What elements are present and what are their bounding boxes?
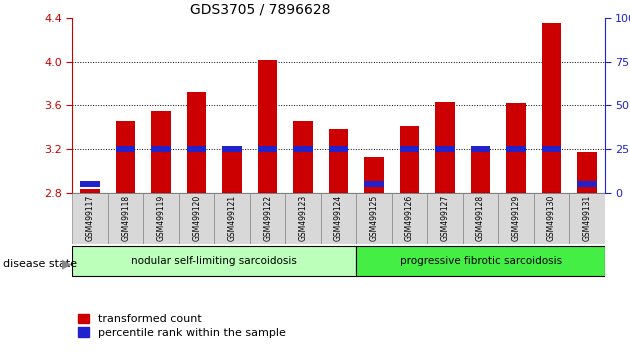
Text: GSM499122: GSM499122 bbox=[263, 194, 272, 241]
Bar bbox=[427, 193, 463, 244]
Bar bbox=[72, 246, 357, 276]
Bar bbox=[364, 181, 384, 187]
Text: GDS3705 / 7896628: GDS3705 / 7896628 bbox=[190, 2, 330, 17]
Bar bbox=[507, 103, 526, 193]
Bar bbox=[187, 146, 207, 152]
Bar bbox=[507, 146, 526, 152]
Text: GSM499129: GSM499129 bbox=[512, 194, 520, 241]
Bar bbox=[400, 126, 420, 193]
Bar bbox=[471, 146, 490, 152]
Bar bbox=[498, 193, 534, 244]
Bar bbox=[250, 193, 285, 244]
Text: GSM499120: GSM499120 bbox=[192, 194, 201, 241]
Bar bbox=[294, 121, 313, 193]
Bar bbox=[329, 130, 348, 193]
Bar bbox=[577, 153, 597, 193]
Bar bbox=[329, 146, 348, 152]
Text: ▶: ▶ bbox=[62, 257, 71, 270]
Text: GSM499121: GSM499121 bbox=[227, 194, 237, 241]
Bar bbox=[179, 193, 214, 244]
Bar bbox=[435, 146, 455, 152]
Bar bbox=[144, 193, 179, 244]
Bar bbox=[151, 146, 171, 152]
Text: GSM499126: GSM499126 bbox=[405, 194, 414, 241]
Bar bbox=[294, 146, 313, 152]
Bar bbox=[187, 92, 207, 193]
Text: GSM499131: GSM499131 bbox=[583, 194, 592, 241]
Bar bbox=[542, 146, 561, 152]
Bar bbox=[258, 61, 277, 193]
Bar bbox=[116, 121, 135, 193]
Bar bbox=[471, 148, 490, 193]
Bar bbox=[357, 246, 605, 276]
Text: GSM499117: GSM499117 bbox=[86, 194, 94, 241]
Legend: transformed count, percentile rank within the sample: transformed count, percentile rank withi… bbox=[78, 314, 286, 338]
Bar bbox=[81, 189, 100, 193]
Text: progressive fibrotic sarcoidosis: progressive fibrotic sarcoidosis bbox=[399, 256, 562, 266]
Bar bbox=[577, 181, 597, 187]
Bar bbox=[392, 193, 427, 244]
Bar bbox=[400, 146, 420, 152]
Bar bbox=[72, 193, 108, 244]
Bar bbox=[364, 157, 384, 193]
Bar bbox=[570, 193, 605, 244]
Text: GSM499118: GSM499118 bbox=[121, 194, 130, 241]
Text: GSM499124: GSM499124 bbox=[334, 194, 343, 241]
Text: GSM499130: GSM499130 bbox=[547, 194, 556, 241]
Bar bbox=[222, 146, 242, 152]
Bar bbox=[285, 193, 321, 244]
Bar bbox=[321, 193, 357, 244]
Bar bbox=[222, 151, 242, 193]
Text: GSM499125: GSM499125 bbox=[370, 194, 379, 241]
Bar bbox=[357, 193, 392, 244]
Bar bbox=[116, 146, 135, 152]
Bar bbox=[151, 111, 171, 193]
Text: disease state: disease state bbox=[3, 259, 77, 269]
Bar bbox=[435, 102, 455, 193]
Text: GSM499128: GSM499128 bbox=[476, 194, 485, 241]
Bar bbox=[81, 181, 100, 187]
Text: GSM499119: GSM499119 bbox=[157, 194, 166, 241]
Bar bbox=[534, 193, 570, 244]
Bar bbox=[463, 193, 498, 244]
Bar bbox=[214, 193, 250, 244]
Bar bbox=[108, 193, 144, 244]
Text: GSM499123: GSM499123 bbox=[299, 194, 307, 241]
Bar bbox=[542, 23, 561, 193]
Text: GSM499127: GSM499127 bbox=[440, 194, 450, 241]
Bar bbox=[258, 146, 277, 152]
Text: nodular self-limiting sarcoidosis: nodular self-limiting sarcoidosis bbox=[132, 256, 297, 266]
